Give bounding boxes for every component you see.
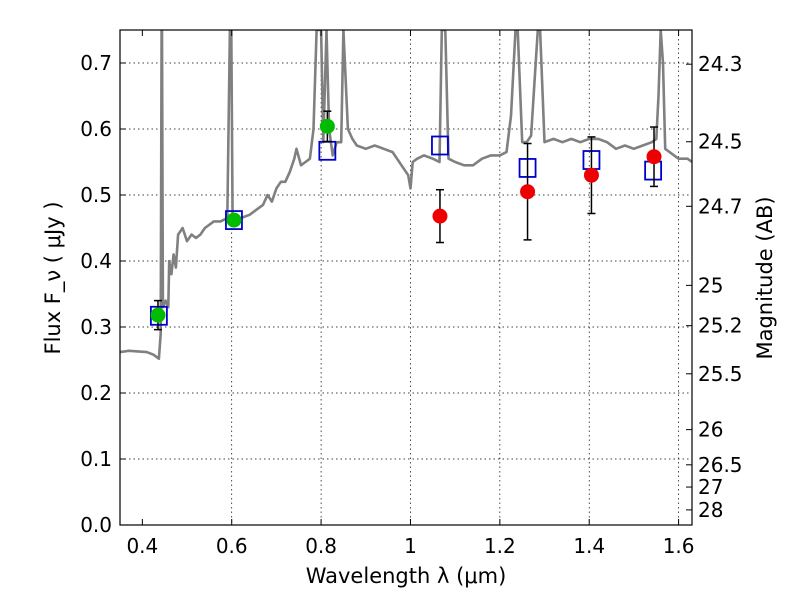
square-marker: [225, 210, 243, 230]
y-right-tick-label: 28: [698, 498, 723, 522]
y-right-tick-label: 26: [698, 418, 723, 442]
y-tick-label: 0.1: [80, 447, 112, 471]
plot-area: [120, 30, 692, 525]
circle-marker: [319, 118, 335, 134]
circle-marker: [432, 208, 448, 224]
ticks: 0.4 0.6 0.8 1 1.2 1.4 1.6 0.0 0.1 0.2 0.3 0.4 0.5 0.6…: [80, 30, 743, 558]
y-right-tick-label: 25: [698, 273, 723, 297]
series-layer: [149, 110, 663, 331]
grid: [120, 30, 692, 525]
y-tick-label: 0.5: [80, 183, 112, 207]
y-tick-label: 0.6: [80, 117, 112, 141]
y-tick-label: 0.0: [80, 513, 112, 537]
x-tick-label: 0.8: [305, 534, 337, 558]
y-right-tick-label: 26.5: [698, 453, 743, 477]
y-right-tick-label: 24.5: [698, 130, 743, 154]
y-axis-right-label: Magnitude (AB): [753, 196, 777, 359]
y-tick-label: 0.2: [80, 381, 112, 405]
square-marker: [431, 135, 449, 156]
x-tick-label: 0.6: [216, 534, 248, 558]
circle-marker: [520, 184, 536, 200]
y-right-tick-label: 25.2: [698, 314, 743, 338]
x-tick-label: 1.6: [663, 534, 695, 558]
y-axis-label: Flux F_ν ( μJy ): [41, 201, 66, 354]
x-axis-label: Wavelength λ (μm): [306, 564, 507, 588]
y-right-tick-label: 25.5: [698, 362, 743, 386]
y-right-tick-label: 24.3: [698, 52, 743, 76]
x-tick-label: 1: [404, 534, 417, 558]
x-tick-label: 1.4: [573, 534, 605, 558]
circle-marker: [583, 167, 599, 183]
circle-marker: [646, 149, 662, 165]
x-tick-label: 1.2: [484, 534, 516, 558]
model-spectrum-line: [120, 30, 692, 361]
model-spectrum: [120, 30, 692, 361]
plot-frame: [119, 29, 693, 526]
circle-marker: [226, 212, 242, 228]
y-tick-label: 0.3: [80, 315, 112, 339]
circle-marker: [150, 307, 166, 323]
x-tick-label: 0.4: [126, 534, 158, 558]
y-tick-label: 0.7: [80, 51, 112, 75]
y-tick-label: 0.4: [80, 249, 112, 273]
y-right-tick-label: 27: [698, 475, 723, 499]
y-right-tick-label: 24.7: [698, 194, 743, 218]
